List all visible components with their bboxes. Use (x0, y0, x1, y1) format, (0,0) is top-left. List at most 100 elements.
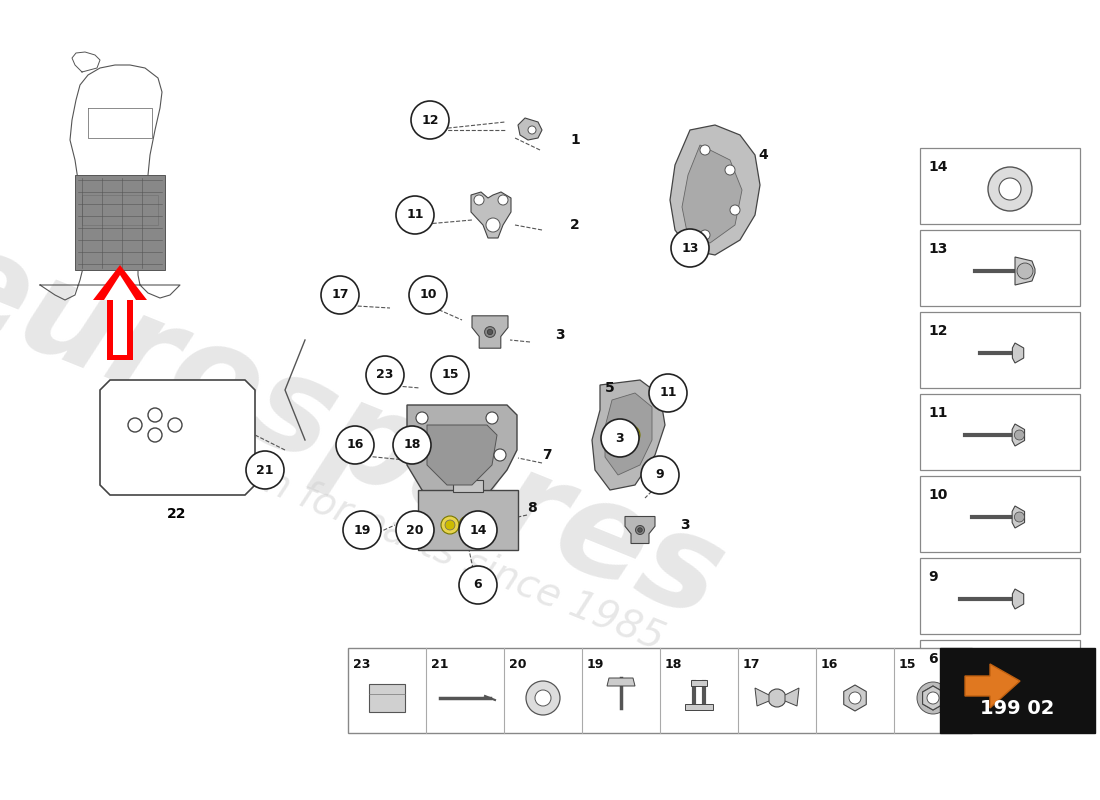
Polygon shape (1012, 424, 1024, 446)
Text: 3: 3 (680, 518, 690, 532)
Circle shape (700, 145, 710, 155)
Bar (920, 476, 1080, 552)
Circle shape (246, 451, 284, 489)
Circle shape (700, 230, 710, 240)
Circle shape (396, 196, 435, 234)
Polygon shape (607, 678, 635, 686)
Text: 14: 14 (928, 160, 947, 174)
Text: 8: 8 (527, 501, 537, 515)
Circle shape (620, 425, 640, 445)
Polygon shape (682, 145, 742, 243)
Polygon shape (471, 192, 512, 238)
Text: 199 02: 199 02 (980, 699, 1054, 718)
Text: 17: 17 (331, 289, 349, 302)
Circle shape (849, 692, 861, 704)
Polygon shape (923, 686, 944, 710)
Circle shape (768, 689, 786, 707)
Circle shape (343, 511, 381, 549)
Text: 11: 11 (659, 386, 676, 399)
Circle shape (725, 165, 735, 175)
Bar (920, 312, 1080, 388)
Circle shape (1018, 263, 1033, 279)
Text: 9: 9 (656, 469, 664, 482)
Circle shape (636, 526, 645, 534)
Circle shape (625, 430, 635, 440)
Text: 18: 18 (666, 658, 682, 671)
Circle shape (336, 426, 374, 464)
Text: 18: 18 (404, 438, 420, 451)
Circle shape (366, 356, 404, 394)
Polygon shape (592, 380, 666, 490)
Circle shape (148, 408, 162, 422)
Text: 10: 10 (419, 289, 437, 302)
Polygon shape (518, 118, 542, 140)
Text: 5: 5 (605, 381, 615, 395)
Bar (113, 300, 127, 355)
Circle shape (988, 167, 1032, 211)
Circle shape (474, 195, 484, 205)
Bar (348, 648, 972, 733)
Circle shape (927, 692, 939, 704)
Circle shape (917, 682, 949, 714)
Text: 12: 12 (928, 324, 947, 338)
Polygon shape (427, 425, 497, 485)
Bar (940, 648, 1094, 733)
Text: 13: 13 (681, 242, 698, 254)
Text: 20: 20 (406, 523, 424, 537)
Polygon shape (670, 125, 760, 255)
Text: 21: 21 (256, 463, 274, 477)
Text: 19: 19 (353, 523, 371, 537)
Circle shape (498, 195, 508, 205)
Text: 3: 3 (556, 328, 564, 342)
Text: 23: 23 (376, 369, 394, 382)
Circle shape (486, 412, 498, 424)
Polygon shape (625, 517, 654, 543)
Text: eurospares: eurospares (0, 214, 740, 646)
Text: 23: 23 (353, 658, 371, 671)
Circle shape (638, 528, 642, 532)
Text: 9: 9 (928, 570, 937, 584)
Text: 6: 6 (928, 652, 937, 666)
Circle shape (446, 520, 455, 530)
Circle shape (441, 516, 459, 534)
Circle shape (535, 690, 551, 706)
Circle shape (481, 520, 491, 530)
Bar (107, 300, 133, 360)
Polygon shape (143, 248, 157, 262)
Circle shape (459, 511, 497, 549)
Circle shape (485, 326, 495, 338)
Text: 6: 6 (474, 578, 482, 591)
Polygon shape (1012, 671, 1024, 691)
Polygon shape (844, 685, 867, 711)
Circle shape (431, 356, 469, 394)
Bar (685, 704, 713, 710)
Text: 15: 15 (441, 369, 459, 382)
Bar (920, 148, 1080, 224)
Text: 3: 3 (616, 431, 625, 445)
Circle shape (730, 205, 740, 215)
Circle shape (463, 520, 473, 530)
Bar (368, 684, 405, 712)
Text: 17: 17 (742, 658, 760, 671)
Polygon shape (1012, 343, 1024, 363)
Polygon shape (1015, 257, 1035, 285)
Bar (418, 490, 518, 550)
Bar (691, 680, 707, 686)
Circle shape (487, 330, 493, 334)
Polygon shape (100, 380, 255, 495)
Circle shape (649, 374, 688, 412)
Polygon shape (755, 688, 769, 706)
Circle shape (477, 516, 495, 534)
Circle shape (321, 276, 359, 314)
Bar (920, 558, 1080, 634)
Circle shape (526, 681, 560, 715)
Polygon shape (785, 688, 799, 706)
Bar (75, 175, 165, 270)
Circle shape (393, 426, 431, 464)
Polygon shape (104, 275, 136, 300)
Circle shape (999, 178, 1021, 200)
Circle shape (601, 419, 639, 457)
Text: 13: 13 (928, 242, 947, 256)
Text: 11: 11 (406, 209, 424, 222)
Text: 2: 2 (570, 218, 580, 232)
